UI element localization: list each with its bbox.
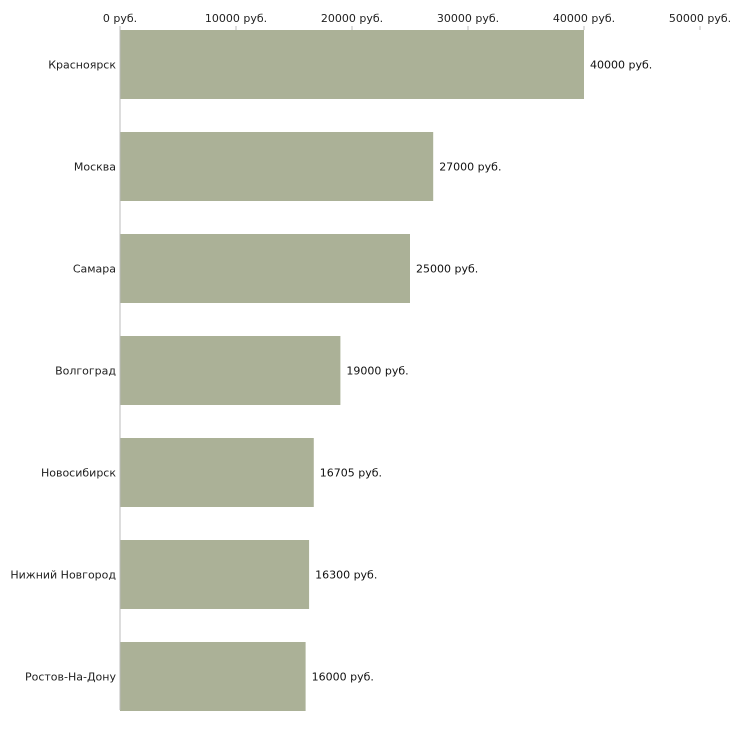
y-axis: Красноярск Москва Самара Волгоград Новосибир…	[10, 30, 121, 710]
category-label-4: Волгоград	[55, 365, 116, 378]
value-label-6: 16300 руб.	[315, 569, 377, 582]
x-tick-label-5: 40000 руб.	[553, 12, 615, 25]
category-label-1: Красноярск	[48, 59, 116, 72]
x-tick-label-2: 10000 руб.	[205, 12, 267, 25]
value-label-5: 16705 руб.	[320, 467, 382, 480]
x-tick-label-1: 0 руб.	[103, 12, 137, 25]
value-label-2: 27000 руб.	[439, 161, 501, 174]
bar-6	[120, 540, 310, 609]
category-label-5: Новосибирск	[41, 467, 116, 480]
category-label-3: Самара	[73, 263, 116, 276]
value-label-7: 16000 руб.	[312, 671, 374, 684]
x-tick-label-3: 20000 руб.	[321, 12, 383, 25]
bar-4	[120, 336, 341, 405]
bar-1	[120, 30, 584, 99]
x-tick-label-6: 50000 руб.	[669, 12, 730, 25]
bar-7	[120, 642, 306, 711]
category-label-7: Ростов-На-Дону	[25, 671, 116, 684]
bar-5	[120, 438, 314, 507]
x-axis: 0 руб. 10000 руб. 20000 руб. 30000 руб. 4000…	[103, 12, 730, 30]
value-label-1: 40000 руб.	[590, 59, 652, 72]
bars-group: 40000 руб. 27000 руб. 25000 руб. 19000 руб.…	[120, 30, 652, 711]
category-label-2: Москва	[74, 161, 116, 174]
value-label-4: 19000 руб.	[346, 365, 408, 378]
category-label-6: Нижний Новгород	[10, 569, 116, 582]
x-tick-label-4: 30000 руб.	[437, 12, 499, 25]
value-label-3: 25000 руб.	[416, 263, 478, 276]
bar-2	[120, 132, 434, 201]
bar-3	[120, 234, 410, 303]
